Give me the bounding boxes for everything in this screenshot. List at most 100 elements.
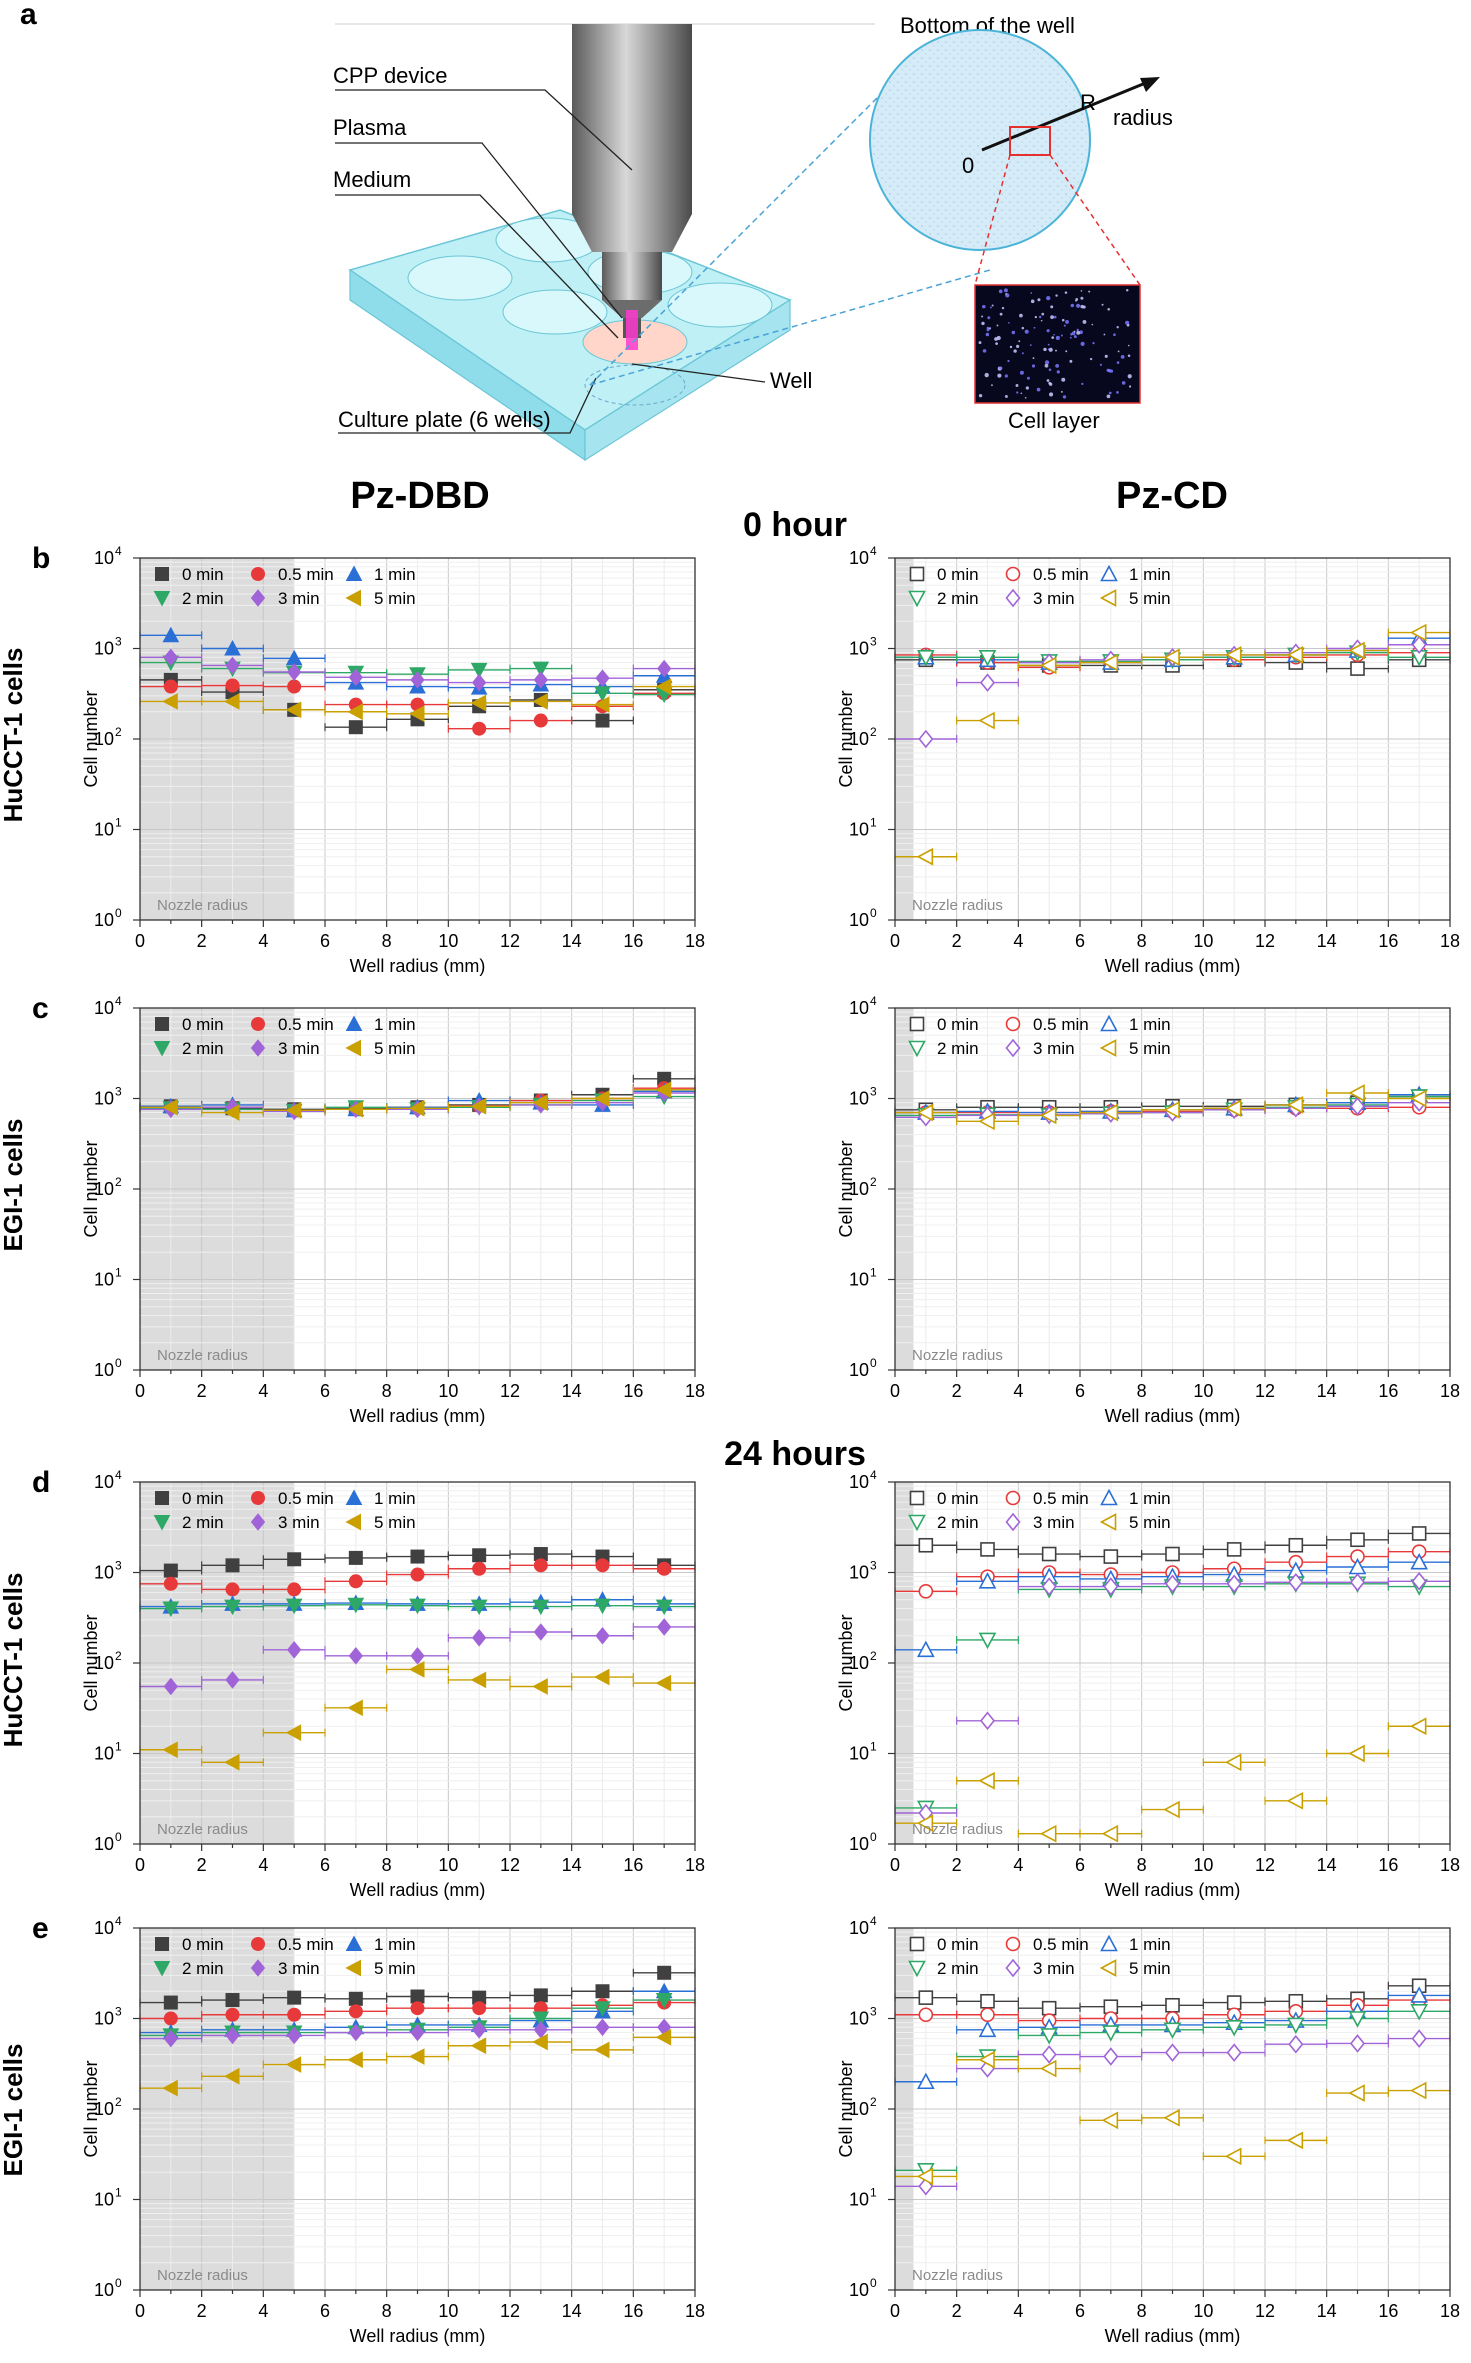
cell-dot [988, 327, 992, 330]
data-point [1286, 646, 1304, 664]
legend-marker [153, 591, 171, 607]
x-axis-title: Well radius (mm) [350, 2326, 486, 2346]
data-point [162, 626, 180, 643]
data-point [655, 1674, 672, 1692]
x-tick-label: 18 [1440, 931, 1460, 951]
x-tick-label: 10 [438, 2301, 458, 2321]
data-point [918, 2007, 934, 2023]
data-point [348, 1991, 363, 2006]
data-point [410, 1989, 425, 2004]
y-tick-label: 10 [849, 1270, 869, 1290]
data-point [410, 671, 425, 689]
cell-dot [1120, 354, 1125, 359]
y-tick-exponent: 0 [870, 906, 877, 920]
data-point [285, 1101, 302, 1119]
cell-dot [1069, 359, 1073, 363]
x-tick-label: 12 [500, 2301, 520, 2321]
legend-marker [345, 1489, 363, 1505]
y-tick-label: 10 [94, 1179, 114, 1199]
data-point [1286, 2017, 1305, 2035]
data-point [348, 1647, 363, 1665]
x-tick-label: 2 [197, 931, 207, 951]
data-point [1410, 2004, 1429, 2021]
y-tick-label: 10 [849, 2280, 869, 2300]
data-point [978, 1632, 997, 1650]
cell-dot [1073, 335, 1077, 339]
x-tick-label: 16 [623, 1381, 643, 1401]
cell-dot [1055, 363, 1060, 368]
nozzle-radius-label: Nozzle radius [157, 2267, 248, 2284]
data-point [657, 1561, 672, 1576]
cell-dot [1080, 290, 1083, 292]
y-tick-label: 10 [849, 2099, 869, 2119]
legend-marker [345, 1935, 363, 1951]
data-point [657, 659, 672, 678]
cell-dot [1060, 334, 1063, 337]
cell-dot [1092, 342, 1095, 345]
data-point [348, 2004, 363, 2019]
x-tick-label: 8 [382, 931, 392, 951]
y-tick-exponent: 0 [115, 906, 122, 920]
x-axis-title: Well radius (mm) [1105, 956, 1241, 976]
y-tick-exponent: 0 [115, 1830, 122, 1844]
x-tick-label: 0 [890, 931, 900, 951]
cell-dot [1033, 326, 1036, 329]
x-tick-label: 12 [500, 1855, 520, 1875]
label-well: Well [770, 368, 812, 393]
label-cell-layer: Cell layer [1008, 408, 1100, 433]
x-tick-label: 14 [1317, 931, 1337, 951]
cell-dot [1061, 318, 1065, 322]
series-5-min [894, 1717, 1451, 1843]
y-tick-exponent: 3 [115, 1559, 122, 1573]
cell-dot [1088, 290, 1091, 293]
y-tick-label: 10 [94, 729, 114, 749]
data-point [1348, 2084, 1365, 2102]
cell-dot [1071, 331, 1076, 336]
x-tick-label: 0 [890, 1381, 900, 1401]
cell-dot [1040, 319, 1043, 322]
x-tick-label: 14 [562, 2301, 582, 2321]
data-point [916, 1814, 934, 1832]
panel-letter-e: e [32, 1912, 49, 1945]
y-tick-exponent: 4 [115, 544, 122, 558]
cell-dot [1104, 354, 1108, 358]
x-tick-label: 4 [1013, 1855, 1023, 1875]
nozzle-radius-label: Nozzle radius [912, 1347, 1003, 1364]
data-point [223, 1104, 240, 1121]
legend-label: 1 min [1129, 1489, 1171, 1508]
series-2-min [139, 1597, 696, 1618]
y-tick-label: 10 [849, 1744, 869, 1764]
data-point [1286, 1096, 1304, 1114]
cell-dot [1034, 315, 1037, 319]
cell-dot [982, 349, 987, 353]
data-point [225, 1582, 240, 1597]
cell-dot [991, 304, 994, 307]
data-point [979, 1711, 996, 1731]
x-tick-label: 18 [685, 1381, 705, 1401]
data-point [408, 1661, 425, 1678]
cell-dot [1117, 350, 1120, 353]
data-point [287, 1640, 302, 1659]
data-point [162, 1741, 178, 1759]
data-point [980, 1993, 995, 2009]
legend-marker [153, 1515, 171, 1531]
cell-dot [1046, 379, 1050, 382]
cell-dot [1089, 357, 1093, 361]
x-tick-label: 18 [1440, 2301, 1460, 2321]
x-tick-label: 16 [623, 1855, 643, 1875]
y-tick-label: 10 [94, 1360, 114, 1380]
cell-dot [978, 341, 982, 345]
x-tick-label: 6 [320, 1381, 330, 1401]
y-tick-exponent: 1 [115, 816, 122, 830]
cell-dot [1037, 298, 1041, 302]
legend-label: 2 min [182, 1513, 224, 1532]
data-point [287, 679, 302, 694]
cell-dot [1048, 347, 1053, 352]
legend-marker [1100, 1488, 1118, 1506]
legend-label: 2 min [937, 1513, 979, 1532]
data-point [287, 663, 302, 681]
cell-dot [1113, 333, 1116, 337]
legend-marker [345, 589, 361, 607]
data-point [593, 1668, 610, 1686]
